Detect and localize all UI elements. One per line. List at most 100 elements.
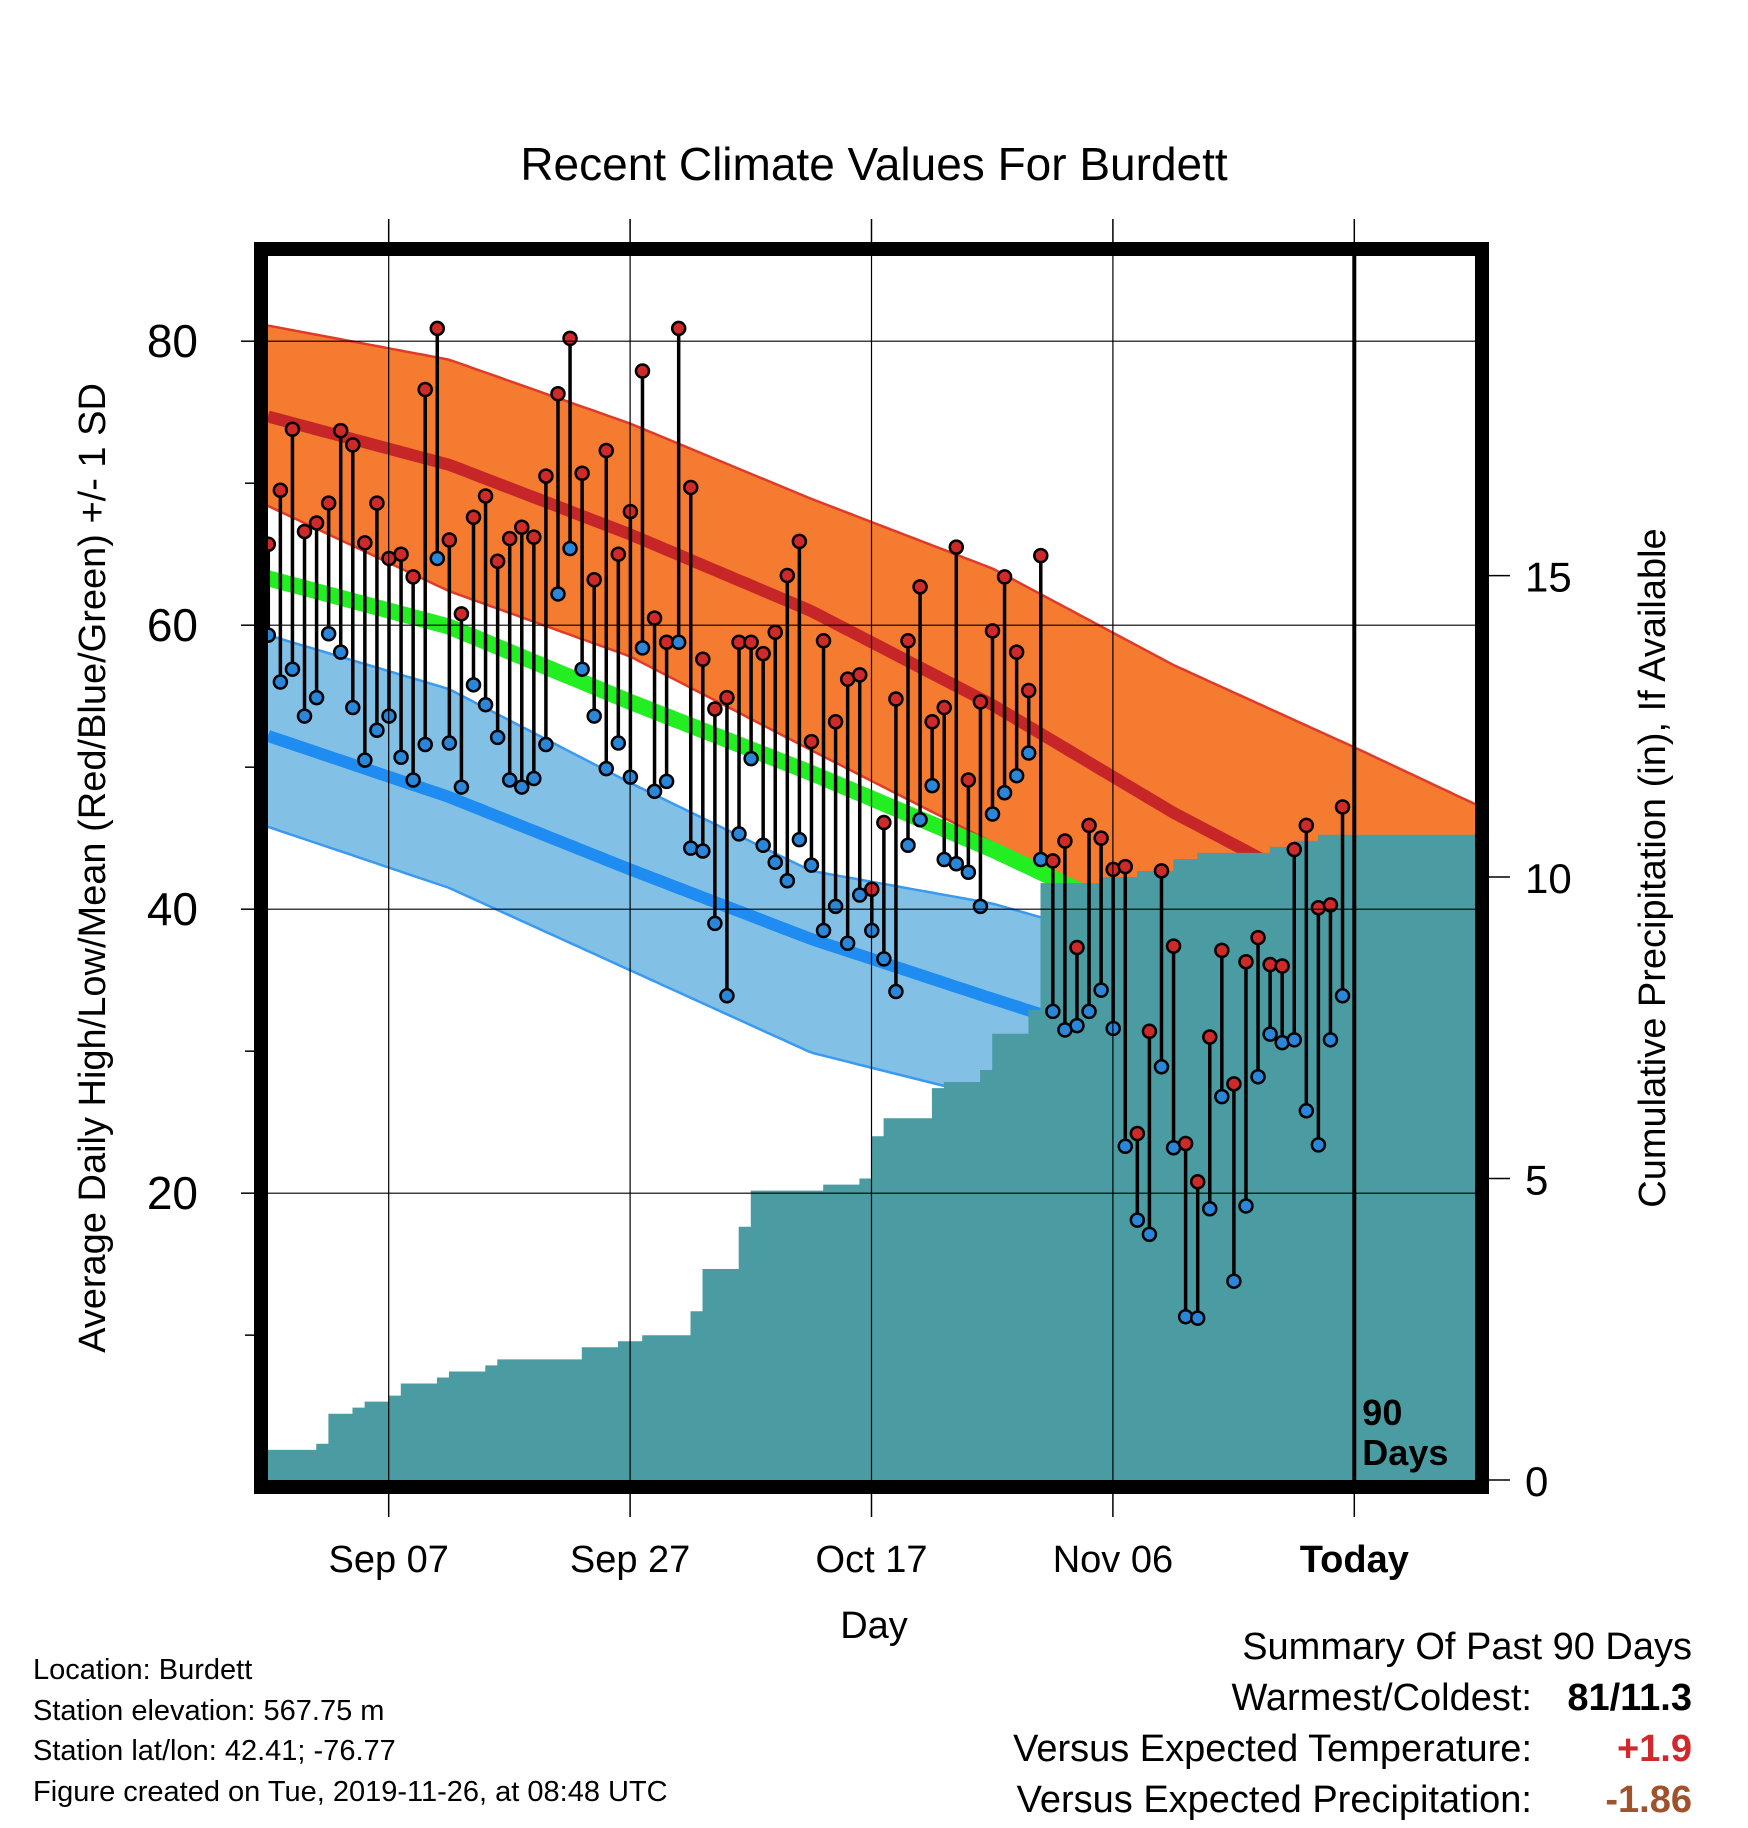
daily-low-point: [1069, 1017, 1085, 1034]
daily-low-point: [1214, 1088, 1230, 1105]
daily-high-point: [369, 495, 385, 511]
daily-low-point: [1202, 1201, 1218, 1217]
elevation-text: Station elevation: 567.75 m: [33, 1694, 385, 1727]
daily-high-point: [393, 546, 409, 562]
daily-high-point: [851, 667, 868, 683]
y2-axis-label: Cumulative Precipitation (in), If Availa…: [1632, 528, 1674, 1207]
daily-high-point: [598, 442, 615, 459]
daily-low-point: [1286, 1032, 1303, 1048]
daily-low-point: [405, 772, 421, 788]
daily-high-point: [357, 535, 373, 551]
daily-high-point: [526, 529, 542, 545]
location-text: Location: Burdett: [33, 1654, 253, 1686]
y-tick-label: 80: [147, 315, 198, 367]
daily-high-point: [1322, 897, 1339, 913]
daily-low-point: [695, 843, 711, 859]
daily-low-point: [803, 857, 820, 873]
daily-high-point: [405, 569, 421, 585]
daily-low-point: [1334, 988, 1351, 1004]
daily-low-point: [320, 625, 337, 642]
daily-low-point: [1322, 1032, 1339, 1048]
daily-low-point: [453, 779, 470, 795]
daily-low-point: [477, 696, 494, 713]
daily-high-point: [888, 691, 904, 707]
warmest-coldest-value: 81/11.3: [1567, 1677, 1692, 1719]
daily-low-point: [357, 752, 373, 768]
daily-low-point: [670, 634, 687, 650]
y2-tick-label: 10: [1525, 855, 1572, 902]
daily-low-point: [598, 760, 615, 777]
daily-high-point: [1081, 817, 1097, 834]
daily-low-point: [900, 837, 916, 854]
daily-high-point: [1020, 682, 1037, 699]
x-tick-label: Sep 07: [328, 1539, 448, 1581]
temp-anomaly-value: +1.9: [1616, 1728, 1692, 1770]
daily-high-point: [610, 546, 627, 562]
daily-high-point: [1189, 1174, 1206, 1190]
summary-precipitation-row: Versus Expected Precipitation: -1.86: [1013, 1775, 1692, 1826]
summary-title: Summary Of Past 90 Days: [1242, 1626, 1692, 1668]
daily-high-point: [345, 437, 361, 453]
x-tick-label: Sep 27: [570, 1539, 690, 1581]
daily-high-point: [1069, 939, 1085, 956]
y2-tick-label: 5: [1525, 1157, 1548, 1204]
daily-low-point: [550, 586, 566, 602]
daily-high-point: [574, 465, 590, 482]
daily-low-point: [731, 826, 747, 842]
daily-high-point: [296, 523, 313, 540]
daily-low-point: [1045, 1003, 1061, 1020]
daily-high-point: [779, 567, 796, 584]
daily-low-point: [1298, 1103, 1315, 1119]
precip-anomaly-value: -1.86: [1605, 1779, 1692, 1821]
daily-low-point: [755, 837, 771, 854]
warmest-coldest-label: Warmest/Coldest:: [1231, 1677, 1532, 1719]
daily-low-point: [791, 831, 808, 848]
daily-high-point: [489, 553, 506, 570]
daily-low-point: [441, 735, 458, 751]
daily-low-point: [268, 627, 277, 643]
daily-low-point: [1238, 1198, 1254, 1214]
daily-high-point: [550, 385, 566, 402]
summary-temperature-row: Versus Expected Temperature: +1.9: [1013, 1724, 1692, 1775]
daily-low-point: [948, 855, 965, 872]
daily-high-point: [1286, 841, 1303, 858]
daily-low-point: [767, 854, 783, 871]
daily-high-point: [743, 634, 759, 650]
daily-high-point: [719, 689, 735, 706]
daily-high-point: [465, 509, 482, 526]
daily-high-point: [670, 320, 687, 337]
daily-high-point: [429, 320, 446, 337]
daily-low-point: [912, 811, 928, 828]
daily-low-point: [465, 677, 482, 693]
daily-low-point: [707, 915, 723, 932]
daily-high-point: [972, 694, 989, 710]
daily-low-point: [1081, 1003, 1097, 1020]
daily-low-point: [345, 699, 361, 716]
daily-low-point: [960, 864, 977, 881]
daily-low-point: [1310, 1137, 1327, 1153]
x-tick-label: Oct 17: [816, 1539, 928, 1581]
daily-high-point: [948, 539, 965, 555]
daily-low-point: [972, 898, 989, 915]
daily-high-point: [984, 623, 1001, 639]
y-tick-label: 40: [147, 883, 198, 935]
daily-low-point: [743, 750, 759, 767]
daily-high-point: [562, 330, 578, 347]
daily-high-point: [272, 482, 289, 499]
created-text: Figure created on Tue, 2019-11-26, at 08…: [33, 1775, 668, 1808]
daily-low-point: [296, 708, 313, 724]
daily-high-point: [1238, 953, 1254, 970]
precip-anomaly-label: Versus Expected Precipitation:: [1016, 1779, 1532, 1821]
daily-low-point: [658, 773, 675, 790]
daily-low-point: [1141, 1226, 1158, 1243]
x-tick-label: Nov 06: [1053, 1539, 1173, 1581]
daily-high-point: [912, 579, 928, 595]
daily-low-point: [489, 729, 506, 746]
high-upper-edge: [268, 324, 1475, 806]
temp-anomaly-label: Versus Expected Temperature:: [1013, 1728, 1532, 1770]
daily-low-point: [538, 736, 554, 753]
daily-low-point: [719, 988, 735, 1004]
summary-panel: Summary Of Past 90 Days Warmest/Coldest:…: [1013, 1622, 1692, 1826]
